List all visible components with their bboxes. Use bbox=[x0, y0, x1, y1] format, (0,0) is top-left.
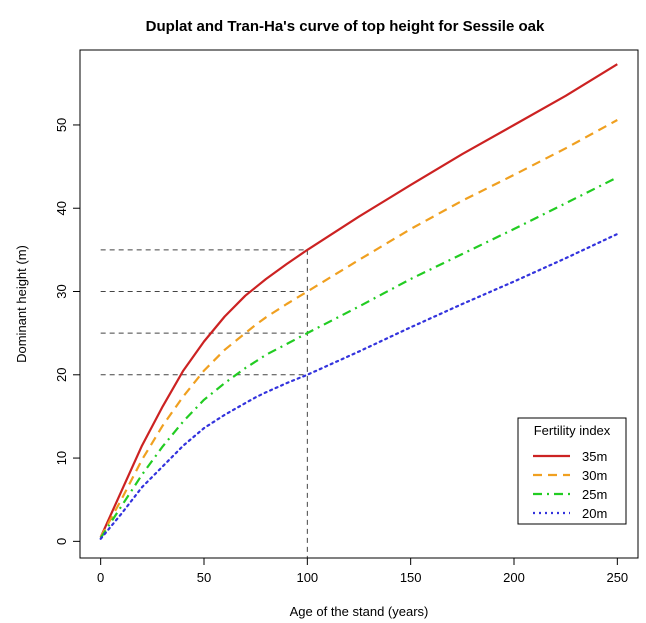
series-lines bbox=[99, 63, 619, 540]
x-tick-label: 200 bbox=[503, 570, 525, 585]
reference-lines bbox=[100, 249, 308, 558]
x-tick-label: 100 bbox=[296, 570, 318, 585]
legend-label-30m: 30m bbox=[582, 468, 607, 483]
y-tick-label: 50 bbox=[54, 118, 69, 132]
x-axis-label: Age of the stand (years) bbox=[290, 604, 429, 619]
x-tick-label: 0 bbox=[97, 570, 104, 585]
y-axis: 0 10 20 30 40 50 bbox=[54, 118, 81, 545]
legend-label-35m: 35m bbox=[582, 449, 607, 464]
x-tick-label: 50 bbox=[197, 570, 211, 585]
series-line-30m bbox=[99, 119, 618, 538]
y-tick-label: 0 bbox=[54, 538, 69, 545]
y-tick-label: 40 bbox=[54, 201, 69, 215]
y-tick-label: 10 bbox=[54, 451, 69, 465]
legend-items: 35m 30m 25m 20m bbox=[533, 449, 607, 521]
y-axis-label: Dominant height (m) bbox=[14, 245, 29, 363]
series-line-35m bbox=[99, 63, 618, 538]
x-tick-label: 150 bbox=[400, 570, 422, 585]
legend-box bbox=[517, 417, 627, 525]
legend-label-25m: 25m bbox=[582, 487, 607, 502]
series-line-20m bbox=[99, 232, 619, 540]
chart-title: Duplat and Tran-Ha's curve of top height… bbox=[146, 18, 545, 35]
legend-label-20m: 20m bbox=[582, 506, 607, 521]
x-tick-label: 250 bbox=[606, 570, 628, 585]
x-axis: 0 50 100 150 200 250 bbox=[97, 557, 628, 585]
legend-title: Fertility index bbox=[534, 423, 611, 438]
y-tick-label: 30 bbox=[54, 284, 69, 298]
y-tick-label: 20 bbox=[54, 368, 69, 382]
legend: Fertility index 35m 30m 25m 20m bbox=[517, 417, 627, 525]
